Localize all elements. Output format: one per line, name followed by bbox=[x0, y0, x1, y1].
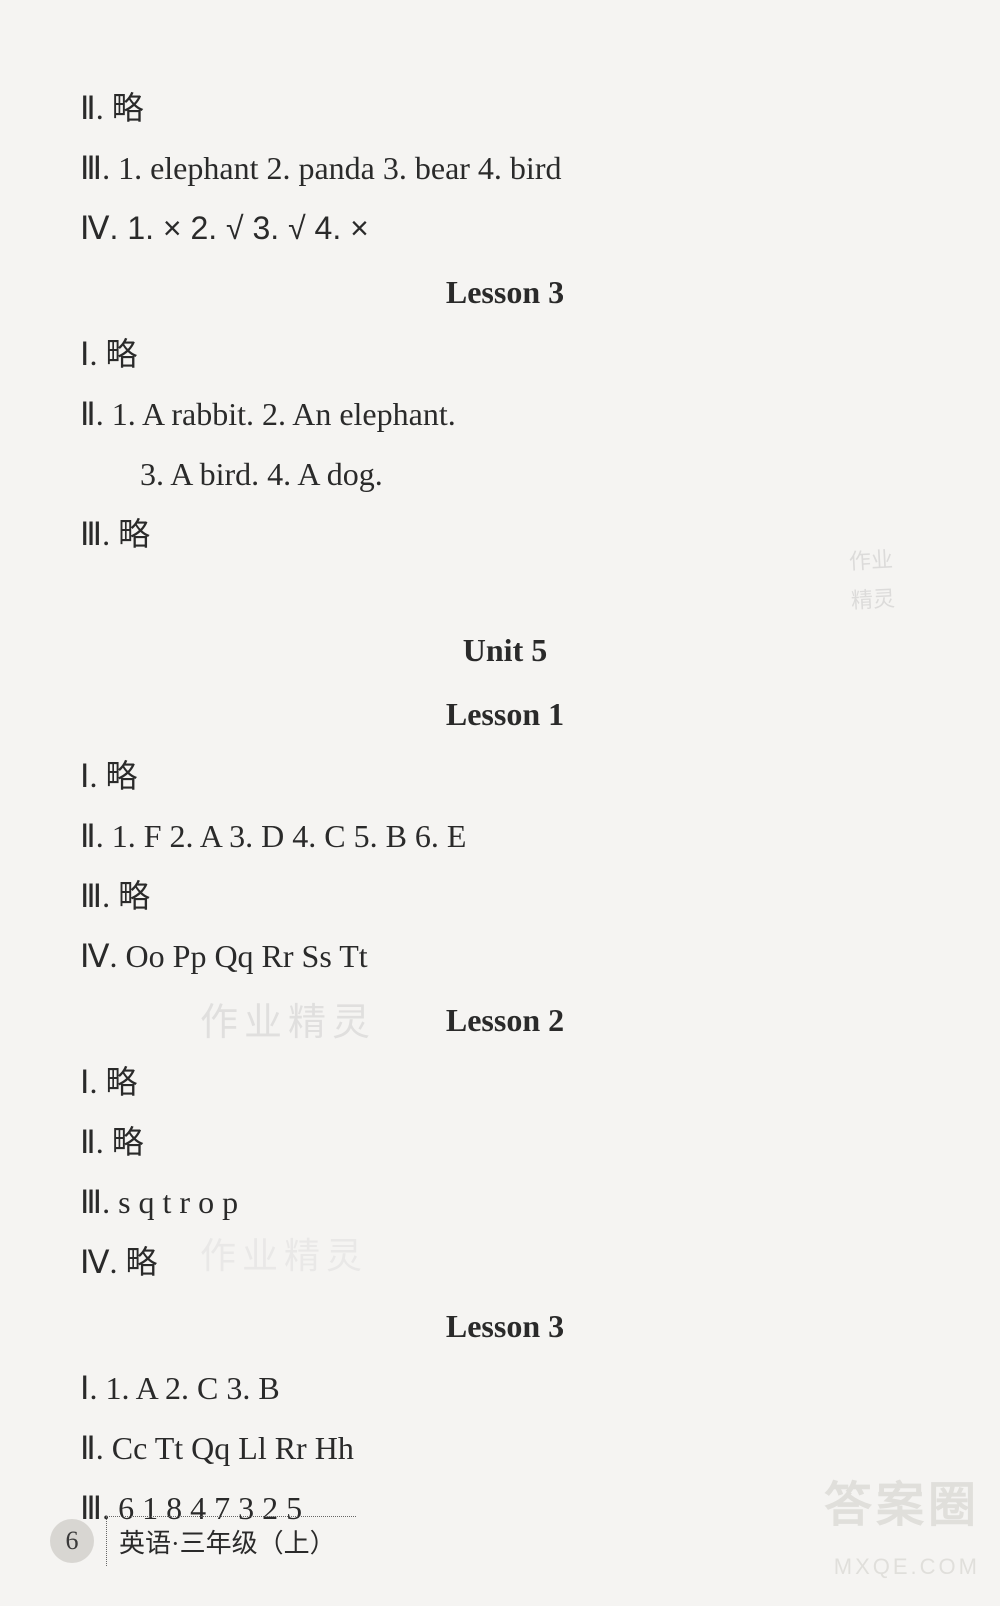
answer-line: Ⅳ. 1. × 2. √ 3. √ 4. × bbox=[80, 200, 930, 256]
watermark-bottom-right: 答案圈 MXQE.COM bbox=[824, 1464, 980, 1587]
watermark-text: 精灵 bbox=[850, 575, 972, 620]
page-footer: 6 英语·三年级（上） bbox=[50, 1516, 356, 1567]
unit-heading: Unit 5 bbox=[80, 622, 930, 678]
answer-line: Ⅲ. 1. elephant 2. panda 3. bear 4. bird bbox=[80, 140, 930, 196]
lesson-heading: Lesson 3 bbox=[80, 1298, 930, 1354]
lesson-heading: Lesson 1 bbox=[80, 686, 930, 742]
footer-subject-box: 英语·三年级（上） bbox=[106, 1516, 356, 1567]
watermark-text: 作业 bbox=[848, 537, 970, 582]
answer-line: Ⅲ. s q t r o p bbox=[80, 1174, 930, 1230]
answer-key-content: Ⅱ. 略 Ⅲ. 1. elephant 2. panda 3. bear 4. … bbox=[80, 80, 930, 1536]
page-number: 6 bbox=[66, 1518, 79, 1564]
answer-line: Ⅱ. 略 bbox=[80, 80, 930, 136]
watermark-url: MXQE.COM bbox=[824, 1548, 980, 1587]
answer-line: Ⅲ. 略 bbox=[80, 506, 930, 562]
page-number-circle: 6 bbox=[50, 1519, 94, 1563]
answer-line: Ⅰ. 略 bbox=[80, 1054, 930, 1110]
answer-line: Ⅰ. 1. A 2. C 3. B bbox=[80, 1360, 930, 1416]
footer-subject-text: 英语·三年级（上） bbox=[119, 1529, 336, 1558]
watermark-brand: 答案圈 bbox=[824, 1464, 980, 1548]
answer-line: Ⅱ. 略 bbox=[80, 1114, 930, 1170]
answer-line: Ⅱ. 1. A rabbit. 2. An elephant. bbox=[80, 386, 930, 442]
watermark-middle: 作业精灵 bbox=[200, 990, 376, 1057]
watermark-middle-2: 作业精灵 bbox=[200, 1225, 368, 1288]
answer-line: Ⅱ. Cc Tt Qq Ll Rr Hh bbox=[80, 1420, 930, 1476]
watermark-top-right: 作业 精灵 bbox=[848, 537, 972, 623]
answer-line: Ⅰ. 略 bbox=[80, 326, 930, 382]
answer-line: Ⅰ. 略 bbox=[80, 748, 930, 804]
answer-line: Ⅳ. Oo Pp Qq Rr Ss Tt bbox=[80, 928, 930, 984]
answer-line: Ⅱ. 1. F 2. A 3. D 4. C 5. B 6. E bbox=[80, 808, 930, 864]
lesson-heading: Lesson 3 bbox=[80, 264, 930, 320]
answer-line: Ⅲ. 略 bbox=[80, 868, 930, 924]
answer-line-indent: 3. A bird. 4. A dog. bbox=[80, 446, 930, 502]
